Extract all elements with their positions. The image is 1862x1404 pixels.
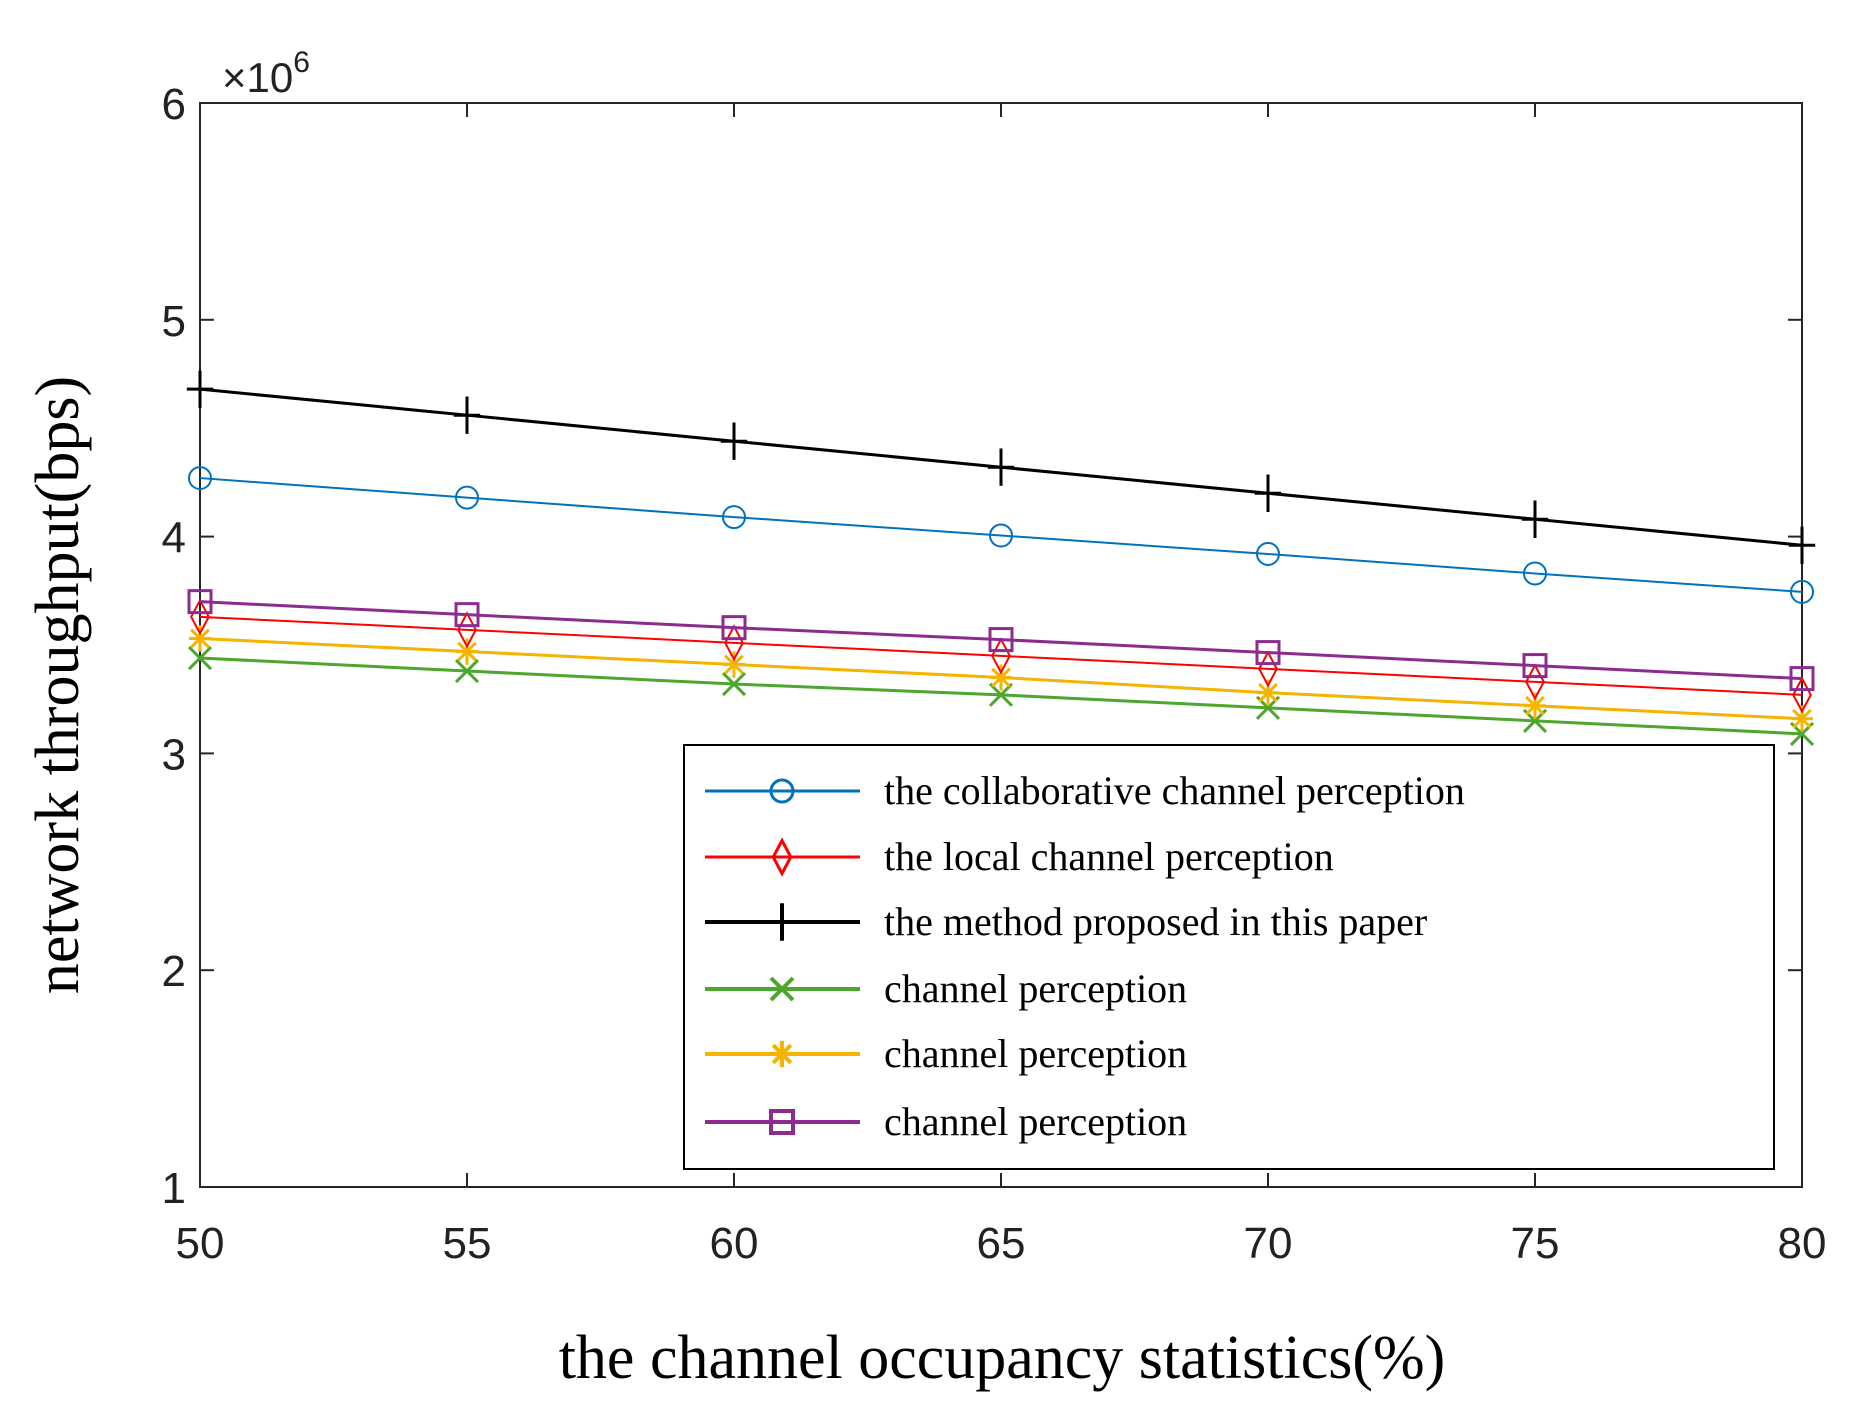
data-point-plus [987,448,1015,486]
x-tick-label: 70 [1244,1219,1293,1268]
data-point-plus [1254,474,1282,512]
series-0 [188,466,1814,604]
x-tick-label: 65 [977,1219,1026,1268]
y-axis-exponent: ×106 [222,46,310,101]
data-point-asterisk [1524,692,1546,719]
y-exponent-base: ×10 [222,54,293,101]
data-point-plus [1521,500,1549,538]
data-point-square [1255,640,1281,666]
data-point-square [769,1109,795,1135]
legend-box [683,744,1775,1170]
y-tick-label: 3 [162,730,186,779]
data-point-square [988,627,1014,653]
legend-label: channel perception [884,1099,1187,1144]
legend-label: channel perception [884,966,1187,1011]
data-point-asterisk [1257,679,1279,706]
data-point-circle [1790,579,1814,604]
data-point-diamond [771,837,793,877]
data-point-circle [1523,561,1547,586]
x-axis-title: the channel occupancy statistics(%) [559,1324,1446,1392]
legend-entry: channel perception [705,1099,1187,1144]
legend-entry: the local channel perception [705,834,1334,879]
legend-entry: channel perception [705,966,1187,1011]
data-point-circle [1256,541,1280,566]
data-point-square [187,589,213,615]
data-point-asterisk [456,638,478,665]
series-line [199,615,1803,696]
y-tick-label: 2 [162,947,186,996]
x-tick-label: 60 [710,1219,759,1268]
y-tick-label: 5 [162,297,186,346]
legend-entry: channel perception [705,1031,1187,1076]
data-point-x [187,645,213,671]
x-tick-label: 80 [1778,1219,1827,1268]
data-point-x [988,682,1014,707]
series-line [199,477,1803,593]
data-point-circle [722,505,746,530]
data-point-square [1522,653,1548,679]
data-point-plus [186,370,214,408]
data-point-plus [768,903,796,941]
x-tick-label: 75 [1511,1219,1560,1268]
data-point-circle [769,778,795,804]
data-point-x [454,658,480,684]
data-point-circle [188,466,212,491]
legend-label: the collaborative channel perception [884,768,1465,813]
data-point-asterisk [990,664,1012,691]
legend-entry: the collaborative channel perception [705,768,1465,813]
plot-area: 50 55 60 65 70 75 80 1 2 3 4 5 6 [162,80,1827,1268]
series-4 [189,625,1813,732]
legend: the collaborative channel perception the … [683,744,1775,1170]
data-point-asterisk [723,651,745,678]
legend-label: channel perception [884,1031,1187,1076]
data-point-asterisk [771,1040,793,1068]
data-point-plus [453,396,481,434]
y-tick-label: 4 [162,514,186,563]
data-point-square [721,615,747,641]
series-line [199,600,1803,681]
data-point-square [1789,666,1815,692]
legend-label: the local channel perception [884,834,1334,879]
data-point-x [769,976,795,1002]
data-point-plus [720,422,748,460]
y-axis-title: network throughput(bps) [24,376,92,994]
data-point-x [721,671,747,697]
legend-entry: the method proposed in this paper [705,899,1427,944]
x-tick-label: 50 [176,1219,225,1268]
data-point-asterisk [189,625,211,652]
data-point-circle [989,523,1013,548]
series-5 [187,589,1815,692]
y-exponent-power: 6 [293,46,310,79]
series-2 [186,370,1816,564]
data-point-square [454,602,480,628]
series-layer [186,370,1816,746]
data-point-circle [455,485,479,510]
x-tick-label: 55 [443,1219,492,1268]
y-tick-label: 1 [162,1164,186,1213]
legend-label: the method proposed in this paper [884,899,1427,944]
data-point-asterisk [1791,705,1813,732]
data-point-plus [1788,526,1816,564]
y-tick-label: 6 [162,80,186,129]
